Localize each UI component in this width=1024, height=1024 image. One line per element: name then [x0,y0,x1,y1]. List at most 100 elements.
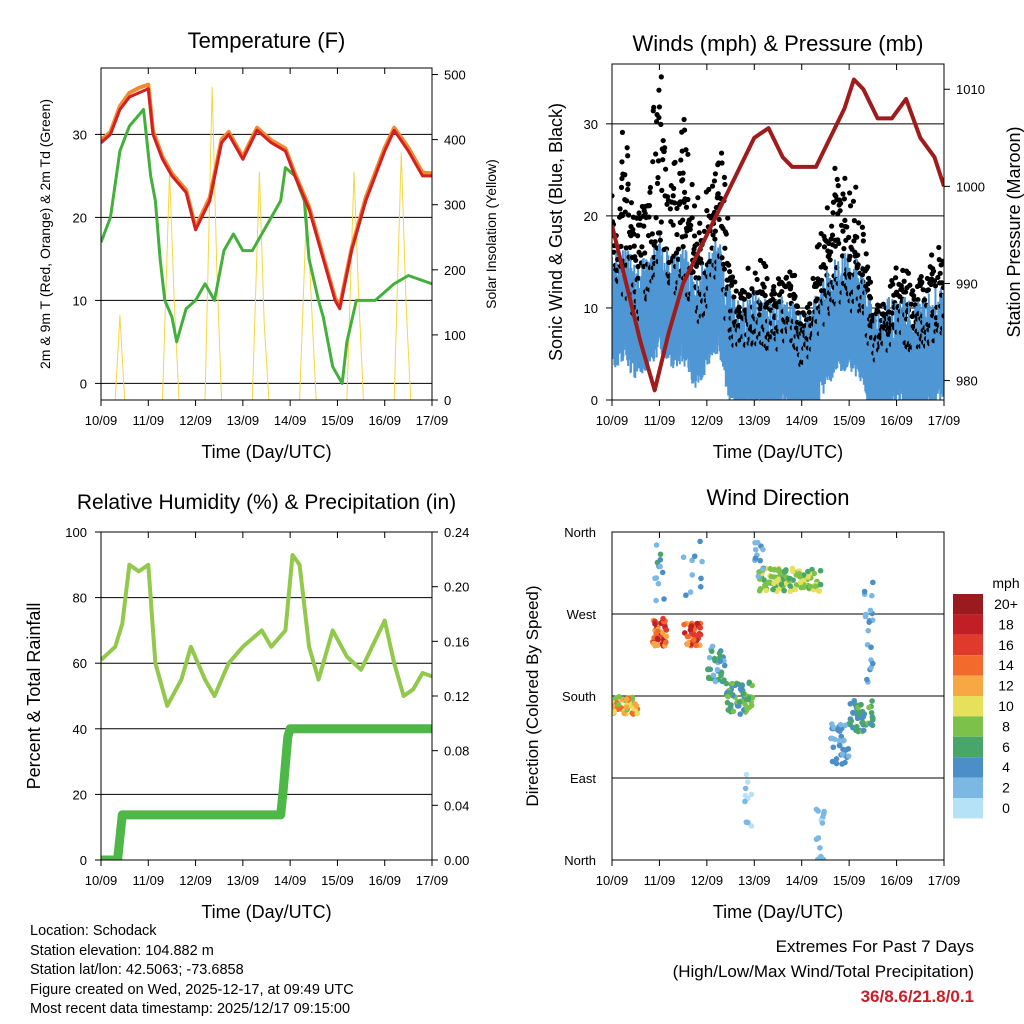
direction-point [730,708,737,715]
direction-point [621,710,628,717]
y-right-tick-label: 0.12 [444,689,469,704]
gust-point [654,180,661,186]
gust-point [749,286,755,292]
legend-label: 12 [998,678,1014,694]
gust-point [667,206,673,212]
gust-point [718,150,725,156]
direction-point [712,657,718,664]
gust-point [723,231,729,237]
x-tick-label: 17/09 [416,413,449,428]
gust-point [653,151,659,157]
direction-point [811,570,818,577]
gust-point [716,216,722,223]
gust-point [670,222,676,228]
y-axis-label: Percent & Total Rainfall [24,603,44,790]
gust-point [698,256,704,262]
direction-point [661,596,667,602]
direction-point [634,710,640,717]
gust-point [625,186,631,193]
y-axis-label: Direction (Colored By Speed) [523,585,542,806]
gust-point [775,276,782,282]
legend-swatch [953,798,983,819]
gust-point [658,121,664,127]
gust-point [694,241,700,247]
gust-point [675,256,682,262]
gust-point [641,263,647,270]
x-tick-label: 10/09 [85,873,118,888]
gust-point [623,245,629,251]
gust-point [824,205,830,211]
direction-point [859,714,866,721]
legend-label: 0 [1002,800,1010,816]
gust-point [672,159,678,165]
gust-point [678,157,684,163]
gust-point [930,268,937,274]
gust-point [709,183,716,189]
gust-point [696,230,702,236]
y-right-tick-label: 1010 [956,82,985,97]
direction-point [660,615,666,622]
gust-point [672,200,678,206]
y-right-tick-label: 990 [956,276,978,291]
plot-frame [100,531,433,861]
direction-point [723,680,730,687]
gust-point [619,159,625,165]
gust-point [838,200,844,206]
gust-point [674,205,680,211]
legend-swatch [953,594,983,615]
direction-point [706,654,713,661]
x-tick-label: 15/09 [833,413,866,428]
direction-point [697,624,703,631]
direction-point [817,581,824,588]
direction-point [754,539,761,546]
x-axis-label: Time (Day/UTC) [201,902,331,922]
direction-point [866,704,872,711]
direction-point [836,742,843,749]
y-tick-label: 40 [73,722,87,737]
direction-point [856,709,862,715]
direction-point [817,854,824,860]
direction-point [612,703,616,709]
gust-point [847,253,853,259]
direction-point [697,583,704,590]
direction-point [748,702,755,709]
direction-point [705,666,712,672]
x-tick-label: 13/09 [738,873,771,888]
created-text: Figure created on Wed, 2025-12-17, at 09… [30,981,354,998]
x-tick-label: 12/09 [179,873,212,888]
direction-point [651,640,657,647]
direction-point [698,575,704,582]
direction-point [680,554,687,561]
x-tick-label: 10/09 [596,413,629,428]
direction-point [709,643,716,650]
direction-point [657,557,664,563]
direction-point [861,588,868,595]
direction-point [786,575,792,582]
gust-point [619,129,626,135]
gust-point [662,166,669,172]
gust-point [859,272,866,278]
y-right-tick-label: 1000 [956,179,985,194]
gust-point [646,214,652,220]
gust-point [625,153,631,159]
gust-point [675,246,682,252]
gust-point [762,293,768,299]
gust-point [636,210,642,216]
gust-point [624,198,630,204]
y-right-tick-label: 300 [444,198,466,213]
x-tick-label: 12/09 [691,873,724,888]
y-right-tick-label: 0.20 [444,580,469,595]
gust-point [653,215,659,221]
gust-point [641,223,647,229]
gust-point [710,232,716,238]
direction-point [812,583,819,590]
direction-point [684,633,691,640]
direction-point [616,694,622,700]
y-tick-label: 30 [73,127,87,142]
x-tick-label: 15/09 [833,873,866,888]
gust-point [622,172,628,178]
series-2m-temp [101,87,432,311]
gust-point [690,269,696,275]
direction-point [781,587,787,594]
legend-label: 6 [1002,739,1010,755]
